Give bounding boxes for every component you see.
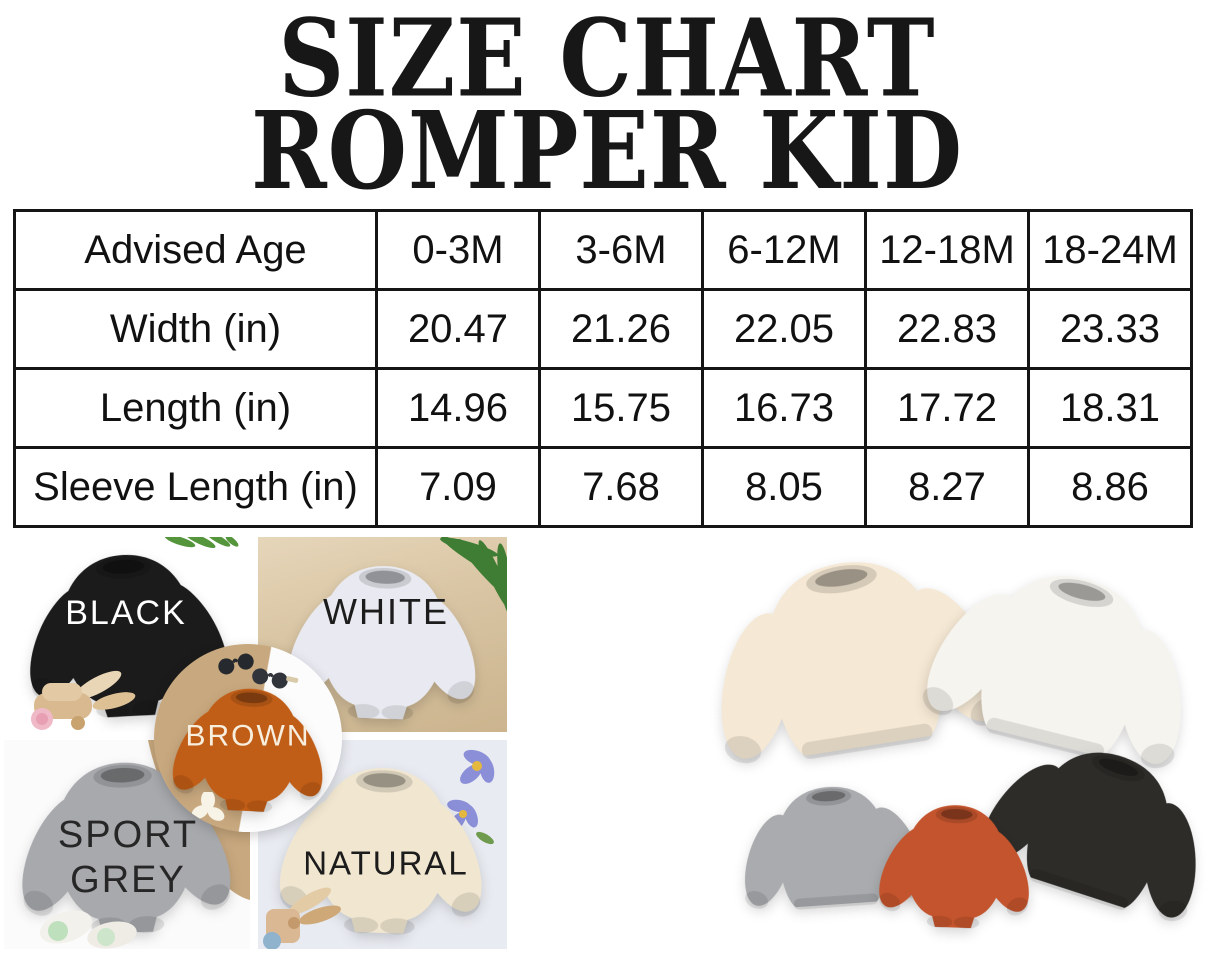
header-size-0-3m: 0-3M — [375, 209, 541, 291]
width-value-1: 21.26 — [538, 288, 704, 370]
natural-label: NATURAL — [303, 844, 469, 882]
header-size-3-6m: 3-6M — [538, 209, 704, 291]
page-title: SIZE CHART ROMPER KID — [36, 0, 1177, 214]
wooden-toys-decoration — [31, 670, 136, 730]
width-value-4: 23.33 — [1027, 288, 1193, 370]
length-value-0: 14.96 — [375, 367, 541, 449]
header-advised-age: Advised Age — [13, 209, 378, 291]
width-value-2: 22.05 — [701, 288, 867, 370]
length-value-3: 17.72 — [864, 367, 1030, 449]
length-value-1: 15.75 — [538, 367, 704, 449]
photo-black-romper: BLACK — [4, 537, 250, 732]
brown-label: BROWN — [185, 719, 311, 753]
width-value-0: 20.47 — [375, 288, 541, 370]
baby-shoes-decoration — [39, 910, 137, 949]
row-label-length: Length (in) — [13, 367, 378, 449]
size-chart-table: Advised Age 0-3M 3-6M 6-12M 12-18M 18-24… — [13, 209, 1193, 528]
sleeve-value-4: 8.86 — [1027, 446, 1193, 528]
table-row-sleeve-length: Sleeve Length (in) 7.09 7.68 8.05 8.27 8… — [13, 446, 1193, 528]
table-row-width: Width (in) 20.47 21.26 22.05 22.83 23.33 — [13, 288, 1193, 370]
sleeve-value-2: 8.05 — [701, 446, 867, 528]
sleeve-value-3: 8.27 — [864, 446, 1030, 528]
length-value-2: 16.73 — [701, 367, 867, 449]
length-value-4: 18.31 — [1027, 367, 1193, 449]
header-size-12-18m: 12-18M — [864, 209, 1030, 291]
row-label-width: Width (in) — [13, 288, 378, 370]
flatlay-collage — [700, 537, 1214, 972]
title-line-romper-kid: ROMPER KID — [250, 87, 964, 214]
sleeve-value-1: 7.68 — [538, 446, 704, 528]
row-label-sleeve-length: Sleeve Length (in) — [13, 446, 378, 528]
sunglasses-decoration — [218, 653, 299, 689]
table-row-length: Length (in) 14.96 15.75 16.73 17.72 18.3… — [13, 367, 1193, 449]
photo-brown-romper: BROWN — [154, 644, 342, 832]
title-line-size-chart: SIZE CHART — [278, 0, 936, 121]
white-flower-decoration — [192, 792, 225, 821]
table-header-row: Advised Age 0-3M 3-6M 6-12M 12-18M 18-24… — [13, 209, 1193, 291]
orange-romper-illustration — [876, 759, 1033, 969]
palm-leaf-decoration — [440, 537, 507, 615]
sleeve-value-0: 7.09 — [375, 446, 541, 528]
header-size-18-24m: 18-24M — [1027, 209, 1193, 291]
sport-grey-label: SPORT GREY — [57, 814, 199, 901]
white-label: WHITE — [323, 590, 449, 632]
leaf-decoration — [164, 537, 239, 549]
color-swatch-collage: BLACK WHITE — [4, 537, 507, 949]
header-size-6-12m: 6-12M — [701, 209, 867, 291]
wooden-bunny-decoration — [263, 887, 342, 949]
black-label: BLACK — [65, 593, 187, 632]
width-value-3: 22.83 — [864, 288, 1030, 370]
